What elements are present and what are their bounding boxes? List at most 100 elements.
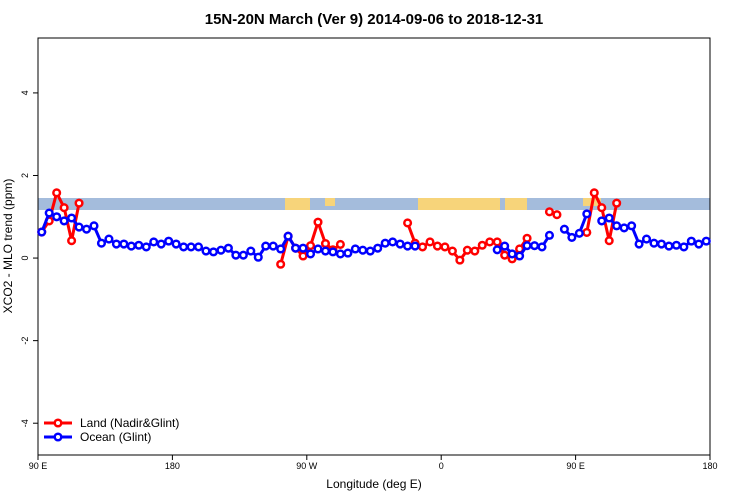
data-point <box>186 242 196 252</box>
data-point <box>544 207 555 217</box>
data-point <box>74 198 84 208</box>
data-point <box>403 218 413 228</box>
data-point <box>701 236 711 246</box>
data-point <box>149 237 159 247</box>
data-point <box>305 241 316 251</box>
data-point <box>477 240 487 250</box>
data-point <box>313 217 323 227</box>
data-point <box>313 244 323 254</box>
data-point <box>417 242 428 252</box>
data-point <box>104 234 114 244</box>
data-point <box>335 249 345 259</box>
data-point <box>597 216 607 226</box>
data-point <box>537 242 547 252</box>
x-tick-label: 90 E <box>566 461 585 471</box>
data-point <box>664 241 674 251</box>
data-point <box>529 241 540 251</box>
data-point <box>335 239 345 249</box>
data-point <box>694 239 704 249</box>
data-point <box>44 208 54 218</box>
data-point <box>619 223 629 233</box>
data-point <box>515 251 525 261</box>
data-point <box>96 238 107 248</box>
data-point <box>276 259 286 269</box>
data-point <box>432 241 443 251</box>
land-strip <box>505 198 527 210</box>
data-point <box>276 244 286 254</box>
legend-label: Land (Nadir&Glint) <box>80 416 179 430</box>
data-point <box>59 216 69 226</box>
data-point <box>582 227 592 238</box>
x-tick-label: 90 W <box>296 461 318 471</box>
data-point <box>447 246 457 256</box>
data-point <box>119 239 129 249</box>
legend-label: Ocean (Glint) <box>80 430 151 444</box>
data-point <box>612 221 622 231</box>
data-point <box>500 250 510 260</box>
data-point <box>67 213 77 223</box>
data-point <box>201 246 211 256</box>
data-point <box>485 237 495 247</box>
data-point <box>567 232 577 242</box>
data-point <box>544 230 555 240</box>
x-tick-label: 180 <box>702 461 717 471</box>
data-point <box>141 242 151 252</box>
data-point <box>462 245 472 255</box>
data-point <box>231 250 241 260</box>
data-point <box>574 228 584 238</box>
data-point <box>388 237 398 247</box>
data-point <box>223 243 233 253</box>
data-point <box>246 246 256 256</box>
data-point <box>455 255 465 265</box>
data-point <box>52 212 62 222</box>
data-point <box>649 238 659 248</box>
data-point <box>671 240 681 250</box>
data-point <box>634 239 644 249</box>
data-point <box>261 241 271 251</box>
data-point <box>522 241 532 251</box>
land-strip <box>418 198 500 210</box>
data-point <box>320 239 331 249</box>
data-point <box>559 224 569 234</box>
data-point <box>492 245 502 255</box>
data-point <box>358 245 368 255</box>
data-point <box>216 245 226 255</box>
data-point <box>52 188 62 198</box>
data-point <box>193 242 204 252</box>
data-point <box>320 246 331 256</box>
data-point <box>425 237 435 247</box>
data-point <box>604 213 614 223</box>
data-point <box>291 243 301 253</box>
data-point <box>380 238 390 248</box>
map-strip <box>38 198 710 210</box>
data-point <box>589 188 599 198</box>
data-point <box>627 221 637 231</box>
data-point <box>365 246 375 256</box>
legend-marker <box>53 418 63 428</box>
legend-marker <box>53 432 63 442</box>
data-point <box>238 250 248 260</box>
data-point <box>268 241 278 251</box>
y-tick-label: 4 <box>20 90 30 95</box>
y-tick-label: -2 <box>20 337 30 345</box>
data-point <box>470 246 480 256</box>
x-tick-label: 90 E <box>29 461 48 471</box>
plot-frame <box>37 37 711 456</box>
data-point <box>156 239 166 249</box>
data-point <box>612 198 622 208</box>
land-strip <box>325 198 335 206</box>
data-point <box>298 243 308 253</box>
land-strip <box>285 198 310 210</box>
chart-title: 15N-20N March (Ver 9) 2014-09-06 to 2018… <box>205 11 544 28</box>
data-point <box>37 227 47 237</box>
data-point <box>164 236 174 246</box>
data-point <box>89 221 99 231</box>
data-point <box>81 224 92 234</box>
data-point <box>328 247 338 257</box>
data-point <box>126 241 136 251</box>
data-point <box>179 242 189 252</box>
data-point <box>522 233 532 243</box>
data-point <box>350 244 360 254</box>
data-point <box>686 236 696 246</box>
